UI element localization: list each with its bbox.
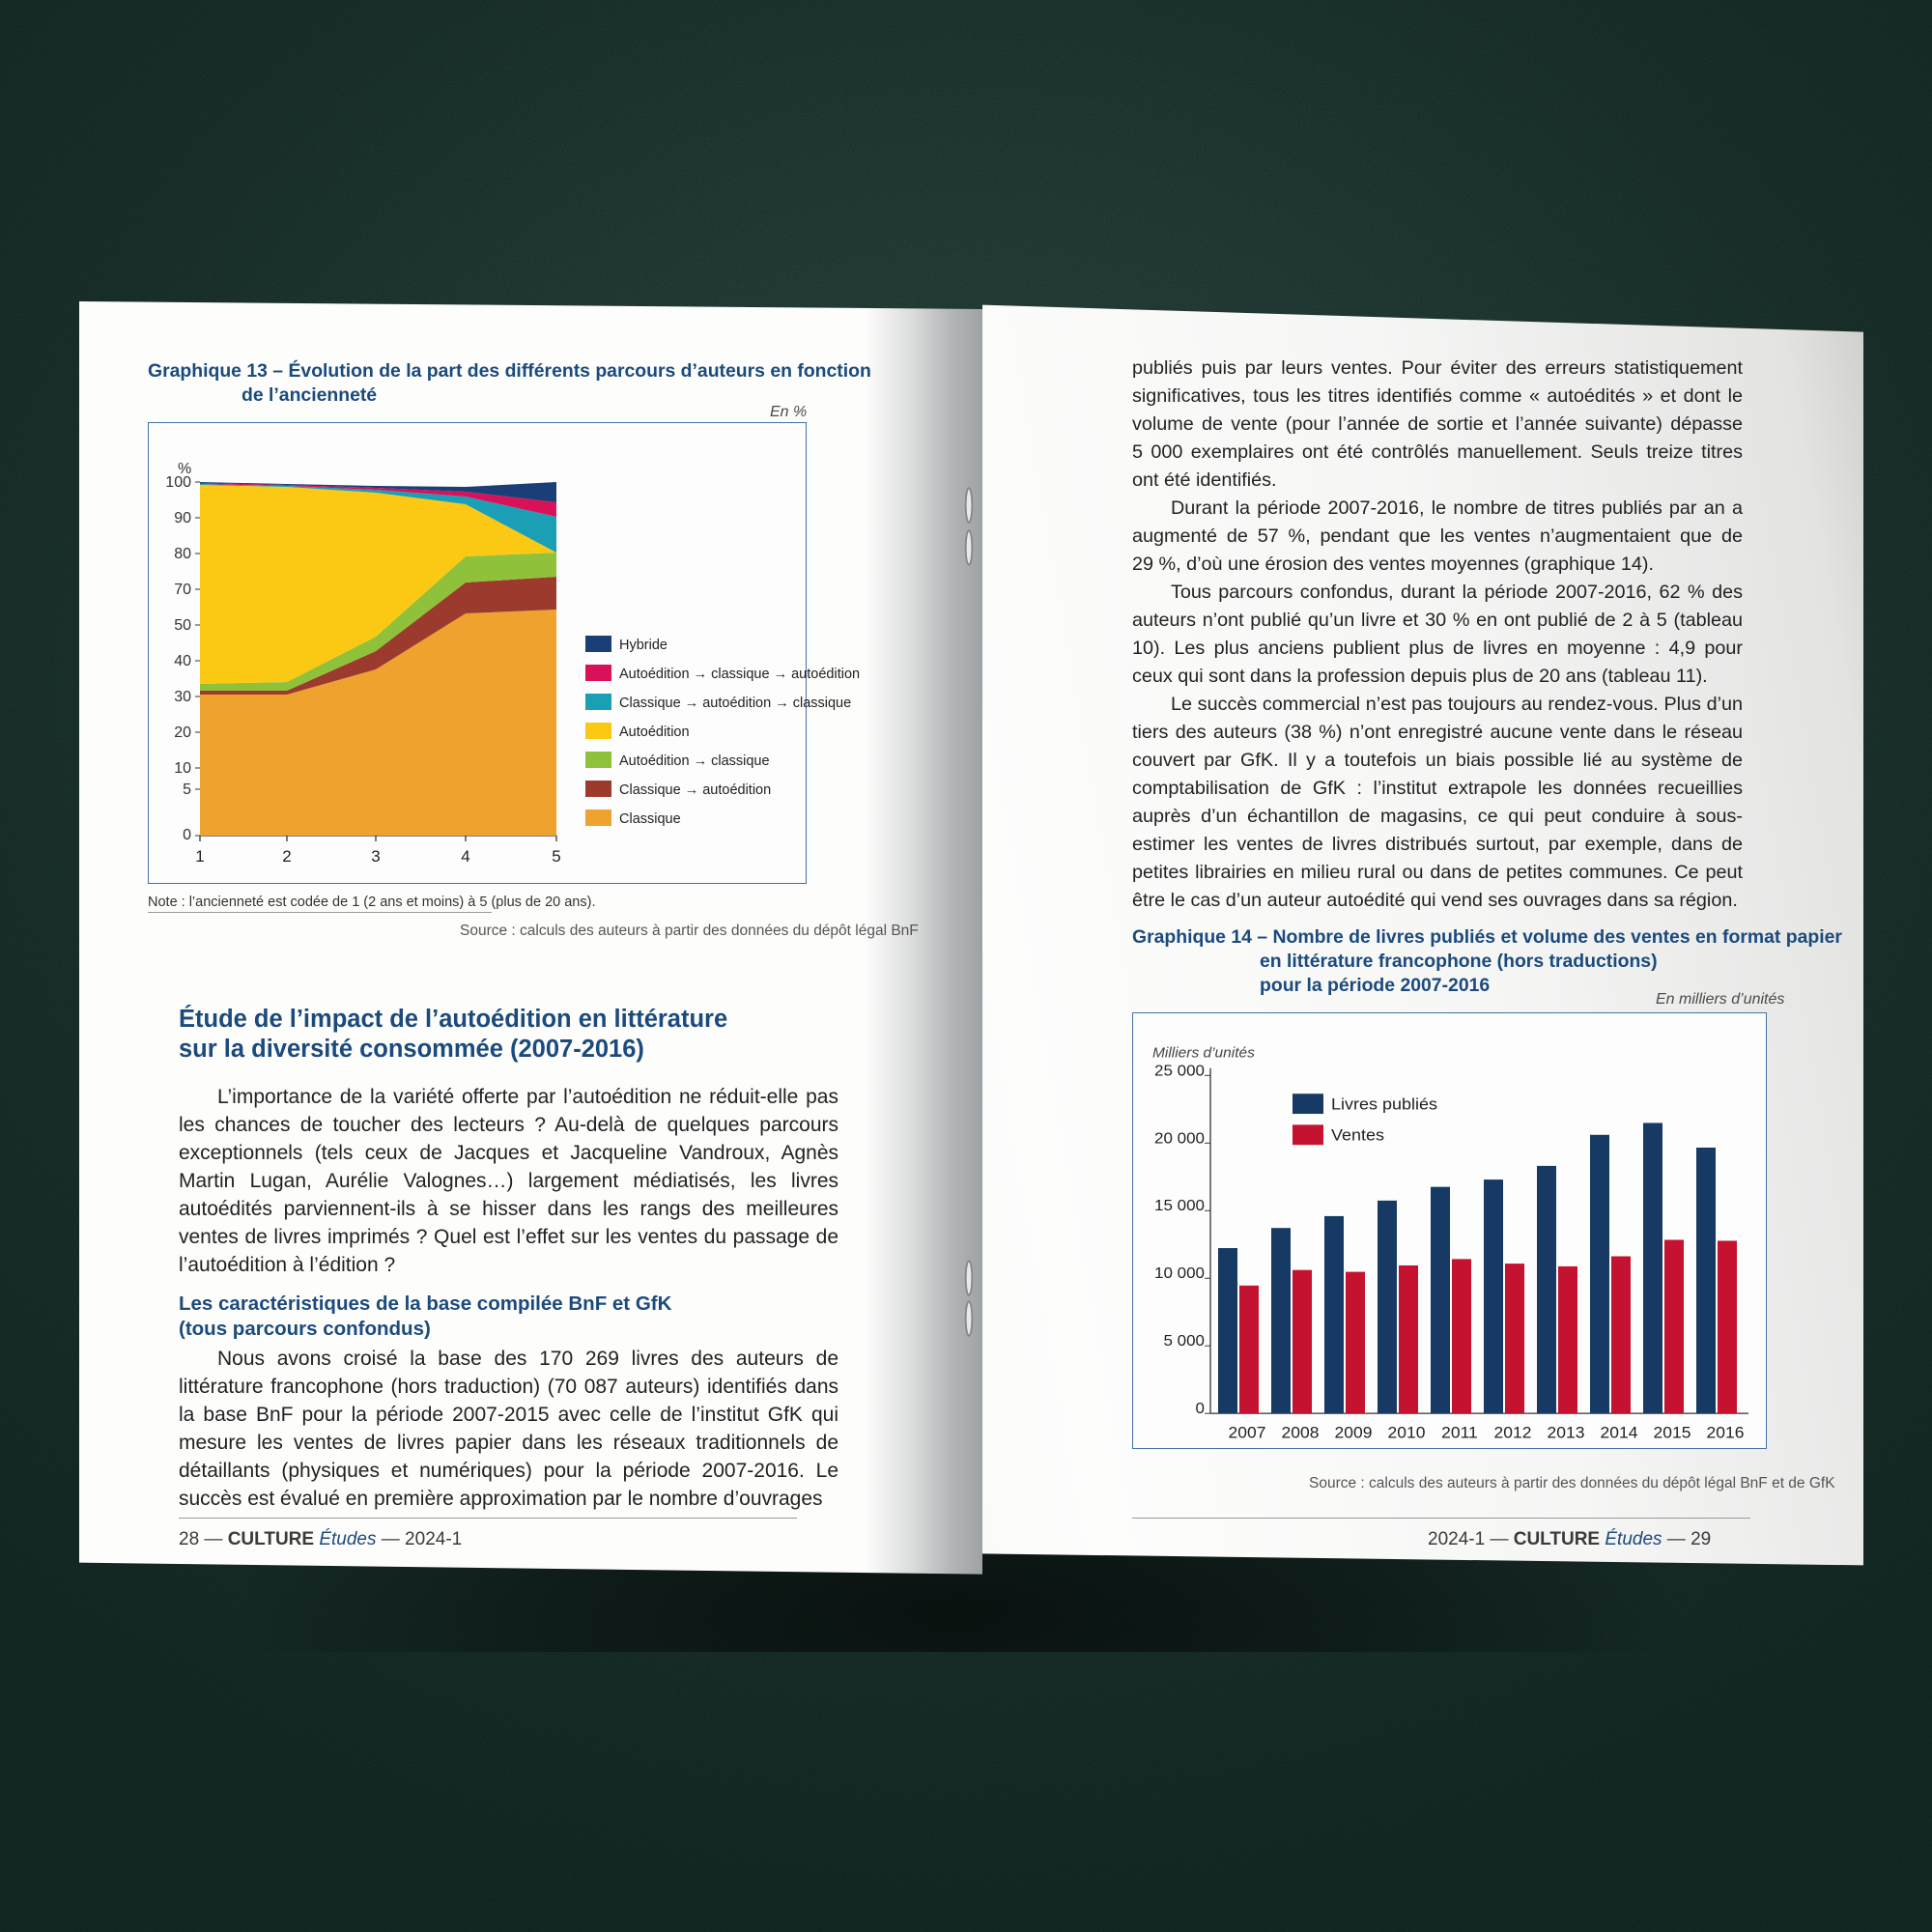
- svg-text:1: 1: [195, 847, 204, 866]
- svg-text:80: 80: [174, 546, 191, 562]
- svg-text:2012: 2012: [1494, 1424, 1532, 1441]
- svg-text:20: 20: [174, 724, 191, 741]
- svg-text:40: 40: [174, 653, 191, 669]
- svg-text:Ventes: Ventes: [1331, 1125, 1384, 1144]
- svg-text:Autoédition → classique: Autoédition → classique: [619, 753, 770, 769]
- svg-text:Autoédition → classique → auto: Autoédition → classique → autoédition: [619, 667, 860, 682]
- svg-text:5: 5: [183, 781, 191, 798]
- svg-text:2013: 2013: [1548, 1424, 1585, 1441]
- svg-text:25 000: 25 000: [1154, 1062, 1205, 1079]
- svg-text:30: 30: [174, 689, 191, 705]
- svg-text:50: 50: [174, 617, 191, 634]
- svg-text:2016: 2016: [1707, 1424, 1745, 1441]
- svg-text:Classique → autoédition → clas: Classique → autoédition → classique: [619, 696, 851, 711]
- svg-text:0: 0: [1196, 1400, 1205, 1417]
- svg-text:3: 3: [371, 847, 380, 866]
- svg-text:2009: 2009: [1335, 1424, 1373, 1441]
- svg-text:20 000: 20 000: [1154, 1129, 1205, 1147]
- svg-text:2014: 2014: [1601, 1424, 1638, 1441]
- svg-text:Autoédition: Autoédition: [619, 724, 690, 740]
- svg-text:2007: 2007: [1229, 1424, 1266, 1441]
- svg-text:2: 2: [282, 847, 291, 866]
- svg-text:0: 0: [183, 827, 191, 843]
- svg-text:70: 70: [174, 582, 191, 598]
- svg-text:10 000: 10 000: [1154, 1264, 1205, 1282]
- svg-text:90: 90: [174, 510, 191, 526]
- svg-text:5 000: 5 000: [1163, 1332, 1205, 1350]
- svg-text:100: 100: [165, 474, 191, 491]
- svg-text:4: 4: [461, 847, 469, 866]
- svg-text:Classique: Classique: [619, 811, 681, 827]
- svg-text:2015: 2015: [1654, 1424, 1691, 1441]
- svg-text:Milliers d’unités: Milliers d’unités: [1152, 1045, 1255, 1062]
- svg-text:2008: 2008: [1282, 1424, 1320, 1441]
- svg-text:Livres publiés: Livres publiés: [1331, 1094, 1437, 1113]
- svg-text:2010: 2010: [1388, 1424, 1426, 1441]
- svg-text:10: 10: [174, 760, 191, 777]
- svg-text:15 000: 15 000: [1154, 1197, 1205, 1214]
- svg-text:Classique → autoédition: Classique → autoédition: [619, 782, 771, 798]
- svg-text:Hybride: Hybride: [619, 638, 668, 653]
- svg-text:5: 5: [552, 847, 560, 866]
- svg-text:2011: 2011: [1441, 1424, 1478, 1441]
